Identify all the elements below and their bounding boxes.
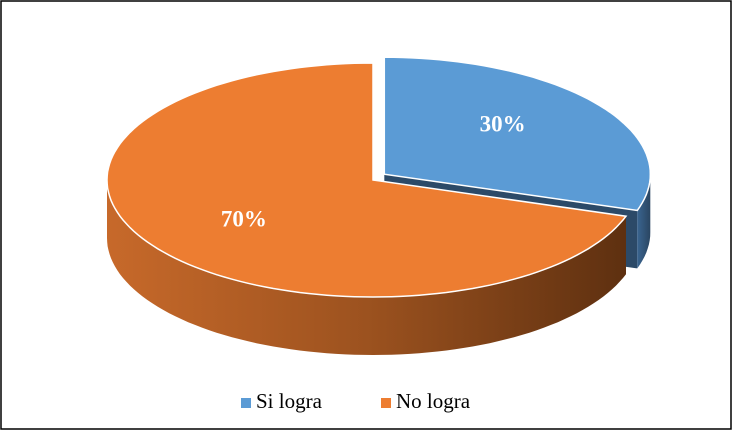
data-label: 70% <box>221 207 267 232</box>
legend-swatch <box>241 398 251 408</box>
legend-swatch <box>381 398 391 408</box>
slice <box>106 62 628 298</box>
data-label: 30% <box>480 112 526 137</box>
slice-side <box>107 180 626 355</box>
legend-label: Si logra <box>256 389 323 413</box>
legend-label: No logra <box>396 389 471 413</box>
slice <box>383 56 652 212</box>
slice-side <box>637 174 651 269</box>
